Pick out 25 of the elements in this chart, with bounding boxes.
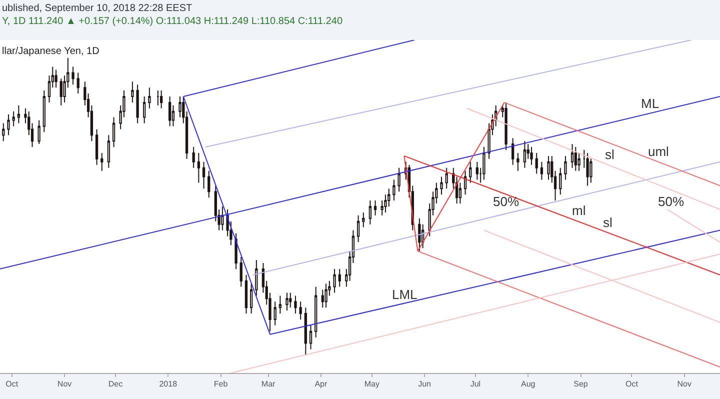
x-tick-label: Oct: [6, 380, 19, 389]
annotation: uml: [648, 144, 670, 159]
annotation: ml: [572, 203, 586, 218]
x-tick-label: Feb: [214, 380, 228, 389]
x-tick-label: Jun: [418, 380, 431, 389]
x-tick-label: Nov: [57, 380, 72, 389]
x-tick-label: Oct: [625, 380, 639, 389]
x-tick-label: Apr: [314, 380, 328, 389]
x-tick-label: Aug: [520, 380, 536, 389]
x-tick-label: Dec: [108, 380, 123, 389]
x-tick-label: 2018: [159, 380, 178, 389]
annotation: ML: [641, 96, 660, 111]
annotation: 50%: [493, 194, 520, 209]
x-tick-label: Nov: [677, 380, 692, 389]
annotation: LML: [392, 287, 418, 302]
chart-title: llar/Japanese Yen, 1D: [2, 46, 100, 57]
x-tick-label: Jul: [470, 380, 481, 389]
annotation: sl: [605, 147, 614, 162]
x-tick-label: Mar: [261, 380, 276, 389]
x-tick-label: Sep: [574, 380, 588, 389]
annotation: sl: [603, 215, 612, 230]
text: Y, 1D 111.240 ▲ +0.157 (+0.14%) O:111.043 H:111.249 L:110.854 C:111.240: [2, 16, 343, 27]
text: ublished, September 10, 2018 22:28 EEST: [2, 3, 192, 14]
x-tick-label: May: [364, 380, 380, 389]
annotation: 50%: [658, 194, 684, 209]
